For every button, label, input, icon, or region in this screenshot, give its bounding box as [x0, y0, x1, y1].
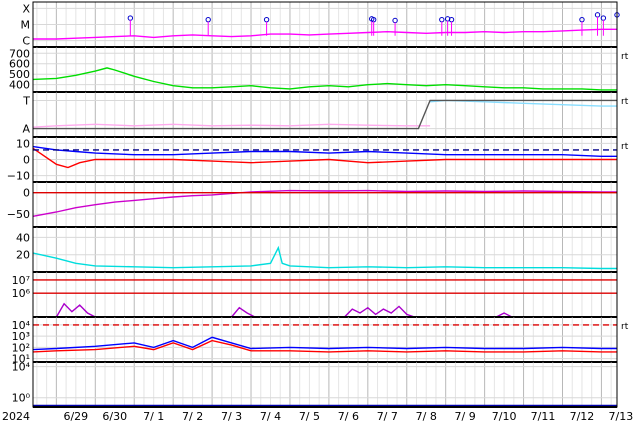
- y-tick-label: 0: [23, 187, 30, 200]
- right-label: rt: [621, 142, 629, 152]
- time-axis: 2024 6/29 6/30 7/ 1 7/ 2 7/ 3 7/ 4 7/ 5 7/ 6 7/ 7…: [2, 410, 633, 423]
- y-tick-label: 600: [9, 58, 30, 71]
- x-tick-label: 6/29: [63, 410, 88, 423]
- panel-imf-bz: 10 0 −10 rt: [7, 136, 629, 183]
- y-tick-label: A: [22, 123, 30, 136]
- x-tick-label: 7/ 8: [416, 410, 437, 423]
- flare-marker: [205, 16, 211, 23]
- y-tick-label: 0: [23, 154, 30, 167]
- panel-high-energy-protons: 10⁴ 10⁰: [12, 361, 618, 408]
- x-tick-label: 7/ 5: [299, 410, 320, 423]
- right-label: rt: [621, 52, 629, 62]
- x-tick-label: 7/ 1: [143, 410, 164, 423]
- y-tick-label: 10⁴: [12, 361, 31, 374]
- panel-xray-flare-class: XMC: [21, 1, 620, 48]
- series-line-1: [32, 147, 617, 169]
- year-label: 2024: [2, 410, 30, 423]
- panel-frame: [32, 181, 618, 228]
- series-line-0: [32, 189, 617, 217]
- series-line-0: [32, 145, 617, 158]
- x-tick-label: 7/ 6: [338, 410, 359, 423]
- series-line-0: [32, 336, 617, 351]
- x-tick-label: 7/ 9: [455, 410, 476, 423]
- flare-marker: [439, 16, 445, 23]
- y-tick-label: 40: [16, 231, 30, 244]
- y-tick-label: C: [22, 35, 30, 48]
- y-tick-label: 20: [16, 249, 30, 262]
- right-label: rt: [621, 322, 629, 332]
- y-tick-label: 10³: [12, 330, 30, 343]
- series-line-2: [33, 99, 617, 130]
- y-tick-label: 500: [9, 68, 30, 81]
- x-tick-label: 7/11: [531, 410, 556, 423]
- y-tick-label: −10: [7, 170, 30, 183]
- panel-frame: [32, 91, 618, 138]
- panel-frame: [32, 316, 618, 363]
- x-tick-label: 7/ 2: [182, 410, 203, 423]
- x-tick-label: 6/30: [102, 410, 127, 423]
- series-line-0: [55, 302, 513, 318]
- y-tick-label: 10²: [12, 341, 30, 354]
- y-tick-label: 10¹: [12, 353, 30, 366]
- y-tick-label: 700: [9, 47, 30, 60]
- panel-frame: [32, 226, 618, 273]
- flare-marker: [594, 12, 601, 18]
- panel-frame: [32, 361, 618, 408]
- y-tick-label: 10⁶: [12, 287, 31, 300]
- panel-dst: 0 −50: [7, 181, 618, 228]
- flare-marker: [127, 15, 134, 21]
- series-line-1: [32, 339, 617, 353]
- y-tick-label: T: [22, 94, 30, 107]
- x-tick-label: 7/ 4: [260, 410, 281, 423]
- chart-panels: XMC700600500400rtTArt100−10rt0−50402010⁷…: [7, 1, 629, 408]
- x-tick-label: 7/12: [570, 410, 595, 423]
- y-tick-label: X: [22, 2, 30, 15]
- x-tick-label: 7/10: [492, 410, 517, 423]
- y-tick-label: 10⁰: [12, 392, 31, 405]
- x-tick-label: 7/ 7: [377, 410, 398, 423]
- right-label: rt: [621, 97, 629, 107]
- y-tick-label: 10⁴: [12, 319, 31, 332]
- y-tick-label: 400: [9, 79, 30, 92]
- y-tick-label: 10⁷: [12, 274, 30, 287]
- flare-marker: [263, 16, 270, 23]
- x-tick-label: 7/13: [609, 410, 634, 423]
- series-line-0: [32, 67, 617, 91]
- panel-imf-sector: T Art: [22, 91, 629, 138]
- y-tick-label: M: [21, 19, 31, 32]
- series-line-0: [33, 28, 617, 40]
- series-line-0: [32, 245, 617, 270]
- y-tick-label: 10: [16, 137, 30, 150]
- y-tick-label: −50: [7, 208, 30, 221]
- series-line-0: [32, 123, 431, 128]
- x-tick-label: 7/ 3: [221, 410, 242, 423]
- panel-frame: [32, 271, 618, 318]
